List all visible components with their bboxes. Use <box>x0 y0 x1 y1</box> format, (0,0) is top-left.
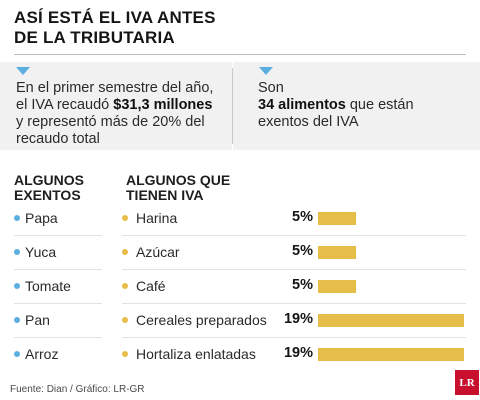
bullet-icon <box>14 249 20 255</box>
table-row: Pan Cereales preparados 19% <box>0 303 480 337</box>
exentos-header-line-2: EXENTOS <box>14 187 81 203</box>
bullet-icon <box>122 351 128 357</box>
row-divider <box>122 269 466 270</box>
exempt-count-panel <box>233 62 480 150</box>
row-divider <box>14 337 102 338</box>
revenue-text-post: y representó más de 20% del recaudo tota… <box>16 114 205 147</box>
revenue-text: En el primer semestre del año, el IVA re… <box>16 80 221 148</box>
row-divider <box>122 337 466 338</box>
bar <box>318 348 464 361</box>
revenue-panel <box>0 62 232 150</box>
category-label: Café <box>136 278 166 294</box>
title-divider <box>14 54 466 55</box>
category-label: Azúcar <box>136 244 180 260</box>
row-divider <box>122 235 466 236</box>
lr-logo: LR <box>455 370 479 395</box>
title-line-2: DE LA TRIBUTARIA <box>14 28 175 47</box>
bullet-icon <box>122 317 128 323</box>
source-note: Fuente: Dian / Gráfico: LR-GR <box>10 384 145 395</box>
bar <box>318 212 356 225</box>
category-label: Harina <box>136 210 178 226</box>
title-line-1: ASÍ ESTÁ EL IVA ANTES <box>14 8 216 27</box>
panel-divider <box>232 68 233 144</box>
iva-item: Hortaliza enlatadas <box>122 337 256 371</box>
value-label: 5% <box>292 209 313 225</box>
bar <box>318 314 464 327</box>
bullet-icon <box>14 215 20 221</box>
exentos-column-header: ALGUNOS EXENTOS <box>14 173 84 203</box>
exento-label: Papa <box>25 210 58 226</box>
exento-item: Pan <box>14 303 50 337</box>
iva-item: Azúcar <box>122 235 180 269</box>
exempt-count-value: 34 alimentos <box>258 97 346 113</box>
triangle-marker-icon <box>16 67 30 75</box>
revenue-amount: $31,3 millones <box>113 97 213 113</box>
exento-label: Pan <box>25 312 50 328</box>
exento-item: Papa <box>14 201 58 235</box>
bar <box>318 246 356 259</box>
table-row: Arroz Hortaliza enlatadas 19% <box>0 337 480 371</box>
bullet-icon <box>14 317 20 323</box>
row-divider <box>14 269 102 270</box>
exempt-count-pre: Son <box>258 80 284 96</box>
exentos-header-line-1: ALGUNOS <box>14 172 84 188</box>
row-divider <box>14 303 102 304</box>
category-label: Hortaliza enlatadas <box>136 346 256 362</box>
exento-label: Yuca <box>25 244 57 260</box>
exento-label: Tomate <box>25 278 71 294</box>
bullet-icon <box>122 283 128 289</box>
row-divider <box>14 235 102 236</box>
iva-item: Harina <box>122 201 177 235</box>
iva-column-header: ALGUNOS QUE TIENEN IVA <box>126 173 230 203</box>
exempt-count-post: que están exentos del IVA <box>258 97 414 130</box>
table-row: Papa Harina 5% <box>0 201 480 235</box>
exento-label: Arroz <box>25 346 59 362</box>
table-row: Yuca Azúcar 5% <box>0 235 480 269</box>
revenue-text-pre: En el primer semestre del año, el IVA re… <box>16 80 214 113</box>
triangle-marker-icon <box>259 67 273 75</box>
value-label: 19% <box>283 345 313 361</box>
iva-item: Café <box>122 269 166 303</box>
page-title: ASÍ ESTÁ EL IVA ANTES DE LA TRIBUTARIA <box>14 8 216 48</box>
row-divider <box>122 303 466 304</box>
bullet-icon <box>122 215 128 221</box>
exento-item: Tomate <box>14 269 71 303</box>
bullet-icon <box>14 283 20 289</box>
iva-item: Cereales preparados <box>122 303 267 337</box>
exempt-count-text: Son 34 alimentos que están exentos del IV… <box>258 80 463 131</box>
iva-header-line-1: ALGUNOS QUE <box>126 172 231 188</box>
bullet-icon <box>14 351 20 357</box>
bullet-icon <box>122 249 128 255</box>
exento-item: Arroz <box>14 337 58 371</box>
value-label: 5% <box>292 277 313 293</box>
value-label: 19% <box>283 311 313 327</box>
value-label: 5% <box>292 243 313 259</box>
exento-item: Yuca <box>14 235 56 269</box>
table-row: Tomate Café 5% <box>0 269 480 303</box>
category-label: Cereales preparados <box>136 312 267 328</box>
bar <box>318 280 356 293</box>
iva-header-line-2: TIENEN IVA <box>126 187 204 203</box>
